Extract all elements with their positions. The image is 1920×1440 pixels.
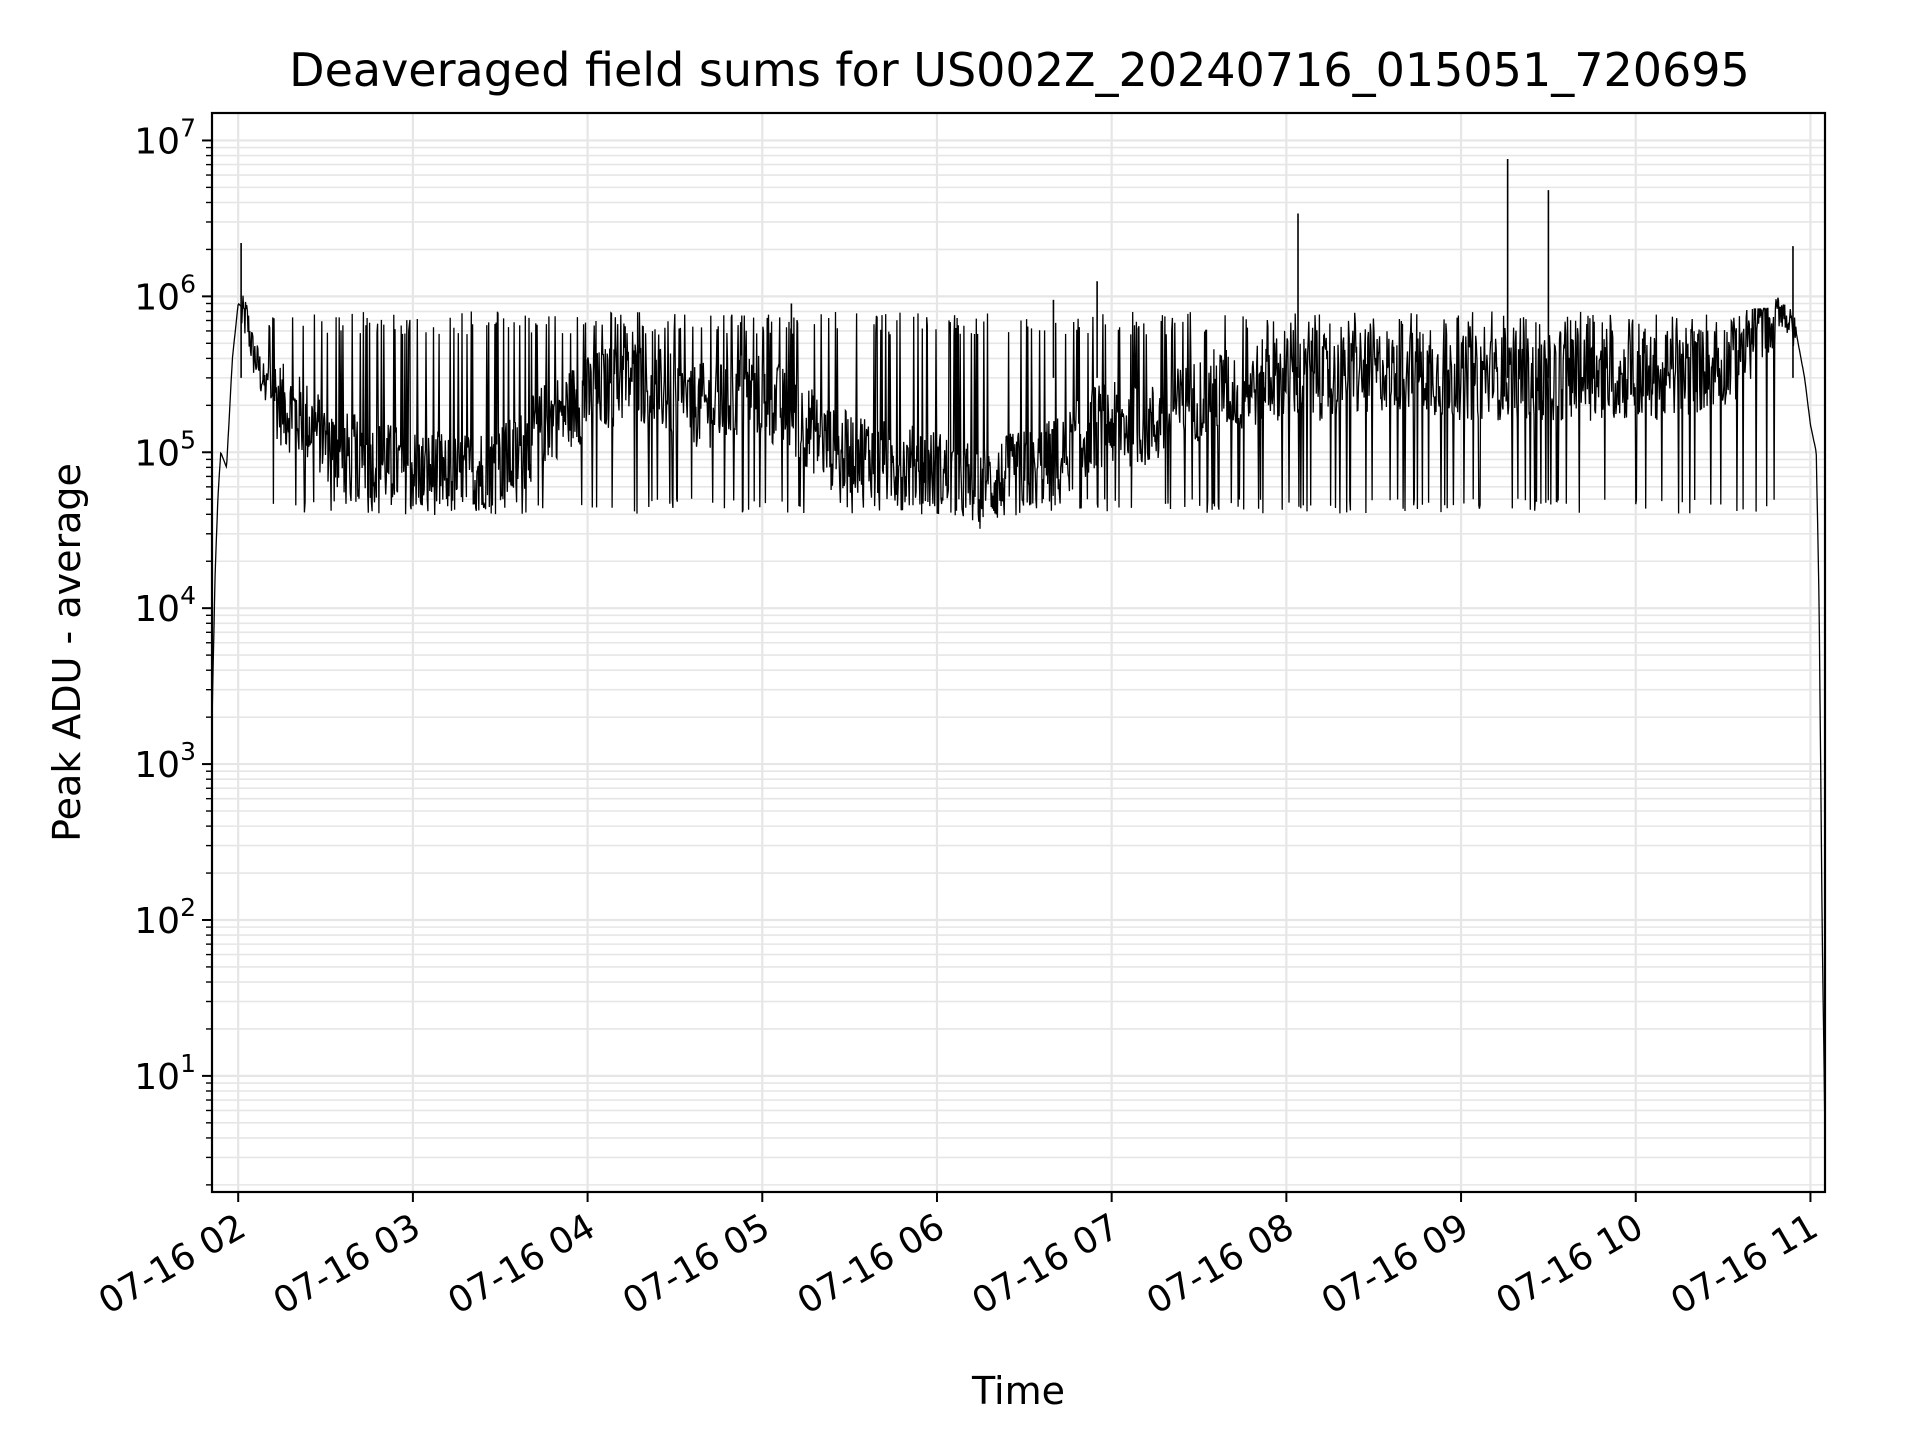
y-tick-base: 10 [134,901,180,942]
y-tick-label: 101 [134,1049,196,1098]
y-tick-label: 106 [134,269,196,318]
y-tick-base: 10 [134,433,180,474]
y-tick-label: 103 [134,737,196,786]
series-line [211,295,1826,1138]
y-tick-exponent: 7 [180,113,196,142]
y-tick-base: 10 [134,745,180,786]
y-tick-label: 107 [134,113,196,162]
y-tick-exponent: 3 [180,737,196,766]
y-axis-label: Peak ADU - average [45,463,89,842]
y-tick-exponent: 5 [180,425,196,454]
plot-frame [210,111,1827,1194]
y-tick-exponent: 4 [180,581,196,610]
y-tick-base: 10 [134,589,180,630]
x-axis-label: Time [971,1369,1065,1413]
chart-title: Deaveraged field sums for US002Z_2024071… [289,43,1750,97]
y-tick-base: 10 [134,1057,180,1098]
y-tick-label: 105 [134,425,196,474]
y-tick-base: 10 [134,121,180,162]
y-tick-base: 10 [134,277,180,318]
y-tick-label: 104 [134,581,196,630]
y-tick-exponent: 1 [180,1049,196,1078]
series-layer [211,159,1826,1138]
y-tick-label: 102 [134,893,196,942]
y-tick-exponent: 6 [180,269,196,298]
y-tick-exponent: 2 [180,893,196,922]
grid [212,113,1825,1192]
